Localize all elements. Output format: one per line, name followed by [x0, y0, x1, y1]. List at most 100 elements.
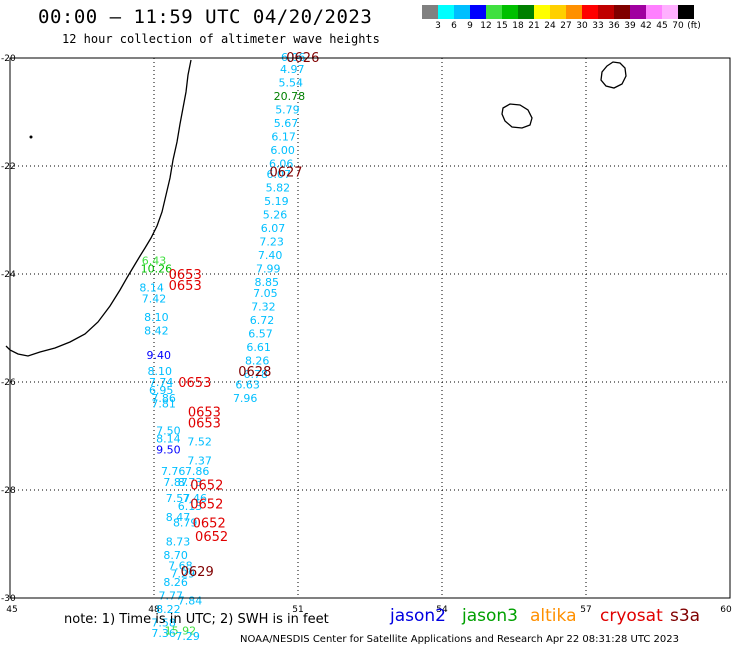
- wave-height-value: 7.46: [183, 492, 208, 505]
- wave-height-points: 6.064.975.5420.785.795.676.176.006.066.0…: [139, 51, 305, 643]
- pass-time-label: 0653: [178, 376, 211, 391]
- pass-time-label: 0653: [188, 406, 221, 421]
- y-tick-label: -20: [1, 54, 16, 64]
- colorbar-label: 24: [544, 21, 556, 31]
- wave-height-value: 8.26: [163, 576, 188, 589]
- y-tick-label: -26: [1, 378, 16, 388]
- reunion-island-coastline: [501, 103, 533, 129]
- wave-height-value: 6.00: [270, 144, 295, 157]
- map-frame: [9, 57, 731, 599]
- madagascar-coastline: [5, 59, 192, 357]
- wave-height-value: 8.85: [255, 276, 280, 289]
- colorbar-swatch: [614, 5, 630, 19]
- legend-entry-jason3: jason3: [462, 606, 518, 626]
- wave-height-value: 7.76: [161, 465, 186, 478]
- pass-time-label: 0652: [193, 516, 226, 531]
- colorbar-label: 9: [467, 21, 473, 31]
- colorbar-swatch: [486, 5, 502, 19]
- y-tick-label: -28: [1, 486, 16, 496]
- colorbar-swatch: [646, 5, 662, 19]
- y-tick-label: -24: [1, 270, 16, 280]
- colorbar-label: 36: [608, 21, 620, 31]
- legend-entry-s3a: s3a: [670, 606, 701, 626]
- colorbar-label: 3: [435, 21, 441, 31]
- axis-tick-labels: 45 48 51 54 57 60 -20 -22 -24 -26 -28 -30: [1, 54, 732, 615]
- wave-height-value: 7.32: [251, 300, 276, 313]
- wave-height-value: 7.74: [149, 376, 174, 389]
- wave-height-value: 7.84: [178, 595, 203, 608]
- wave-height-value: 6.07: [267, 168, 292, 181]
- colorbar-labels: 3 6 9 12 15 18 21 24 27 30 33 36 39 42 45 70 (ft): [422, 21, 740, 33]
- wave-height-value: 6.43: [142, 255, 167, 268]
- wave-height-value: 6.17: [271, 130, 296, 143]
- wave-height-value: 7.81: [151, 398, 176, 411]
- wave-height-value: 6.95: [149, 384, 174, 397]
- wave-height-value: 7.40: [258, 249, 283, 262]
- colorbar-swatch: [454, 5, 470, 19]
- footer-note: note: 1) Time is in UTC; 2) SWH is in fe…: [64, 612, 329, 627]
- coastline-layer: [5, 59, 627, 357]
- wave-height-value: 6.07: [261, 222, 286, 235]
- x-tick-label: 48: [148, 605, 160, 615]
- colorbar-label: 6: [451, 21, 457, 31]
- colorbar-swatch: [470, 5, 486, 19]
- colorbar-label: 45: [656, 21, 668, 31]
- colorbar-label: 18: [512, 21, 524, 31]
- colorbar-swatch: [582, 5, 598, 19]
- pass-time-label: 0652: [190, 498, 223, 513]
- wave-height-value: 7.29: [175, 630, 200, 643]
- wave-height-value: 7.50: [156, 425, 181, 438]
- wave-height-value: 8.73: [166, 535, 191, 548]
- colorbar-label: (ft): [687, 21, 701, 31]
- wave-height-value: 8.10: [148, 365, 173, 378]
- pass-time-label: 0653: [169, 279, 202, 294]
- wave-height-value: 6.13: [178, 500, 203, 513]
- y-tick-label: -30: [1, 594, 16, 604]
- wave-height-value: 8.70: [163, 549, 188, 562]
- wave-height-value: 7.57: [166, 492, 191, 505]
- wave-height-value: 5.19: [264, 195, 289, 208]
- x-tick-label: 54: [436, 605, 448, 615]
- pass-time-label: 0628: [238, 365, 271, 380]
- colorbar-label: 42: [640, 21, 652, 31]
- wave-height-colorbar: [422, 5, 694, 19]
- wave-height-value: 7.99: [256, 263, 281, 276]
- wave-height-value: 9.40: [147, 349, 172, 362]
- wave-height-value: 8.79: [173, 516, 198, 529]
- mauritius-island-coastline: [600, 61, 627, 89]
- colorbar-label: 21: [528, 21, 540, 31]
- legend-entry-jason2: jason2: [390, 606, 446, 626]
- credit-line: NOAA/NESDIS Center for Satellite Applica…: [240, 634, 679, 645]
- wave-height-value: 6.06: [269, 157, 294, 170]
- wave-height-value: 7.29: [171, 568, 196, 581]
- colorbar-swatch: [422, 5, 438, 19]
- colorbar-label: 39: [624, 21, 636, 31]
- wave-height-value: 7.96: [233, 392, 258, 405]
- wave-height-value: 4.97: [280, 63, 305, 76]
- x-tick-label: 60: [720, 605, 732, 615]
- wave-height-value: 6.72: [250, 314, 275, 327]
- map-subtitle: 12 hour collection of altimeter wave hei…: [62, 32, 380, 46]
- x-tick-label: 45: [6, 605, 17, 615]
- colorbar-swatch: [534, 5, 550, 19]
- wave-height-value: 6.06: [281, 51, 306, 64]
- wave-height-value: 5.67: [274, 117, 299, 130]
- x-tick-label: 57: [580, 605, 591, 615]
- wave-height-value: 5.54: [279, 76, 304, 89]
- pass-time-label: 0652: [190, 479, 223, 494]
- pass-time-label: 0652: [195, 530, 228, 545]
- colorbar-swatch: [550, 5, 566, 19]
- wave-height-value: 6.78: [244, 368, 269, 381]
- colorbar-swatch: [598, 5, 614, 19]
- colorbar-swatch: [630, 5, 646, 19]
- wave-height-value: 7.23: [259, 236, 284, 249]
- wave-height-value: 5.26: [263, 209, 288, 222]
- colorbar-swatch: [662, 5, 678, 19]
- y-tick-label: -22: [1, 162, 16, 172]
- wave-height-value: 8.42: [144, 325, 169, 338]
- pass-time-label: 0629: [181, 565, 214, 580]
- wave-height-value: 9.50: [156, 444, 181, 457]
- wave-height-value: 7.77: [159, 589, 184, 602]
- wave-height-value: 15.92: [165, 624, 197, 637]
